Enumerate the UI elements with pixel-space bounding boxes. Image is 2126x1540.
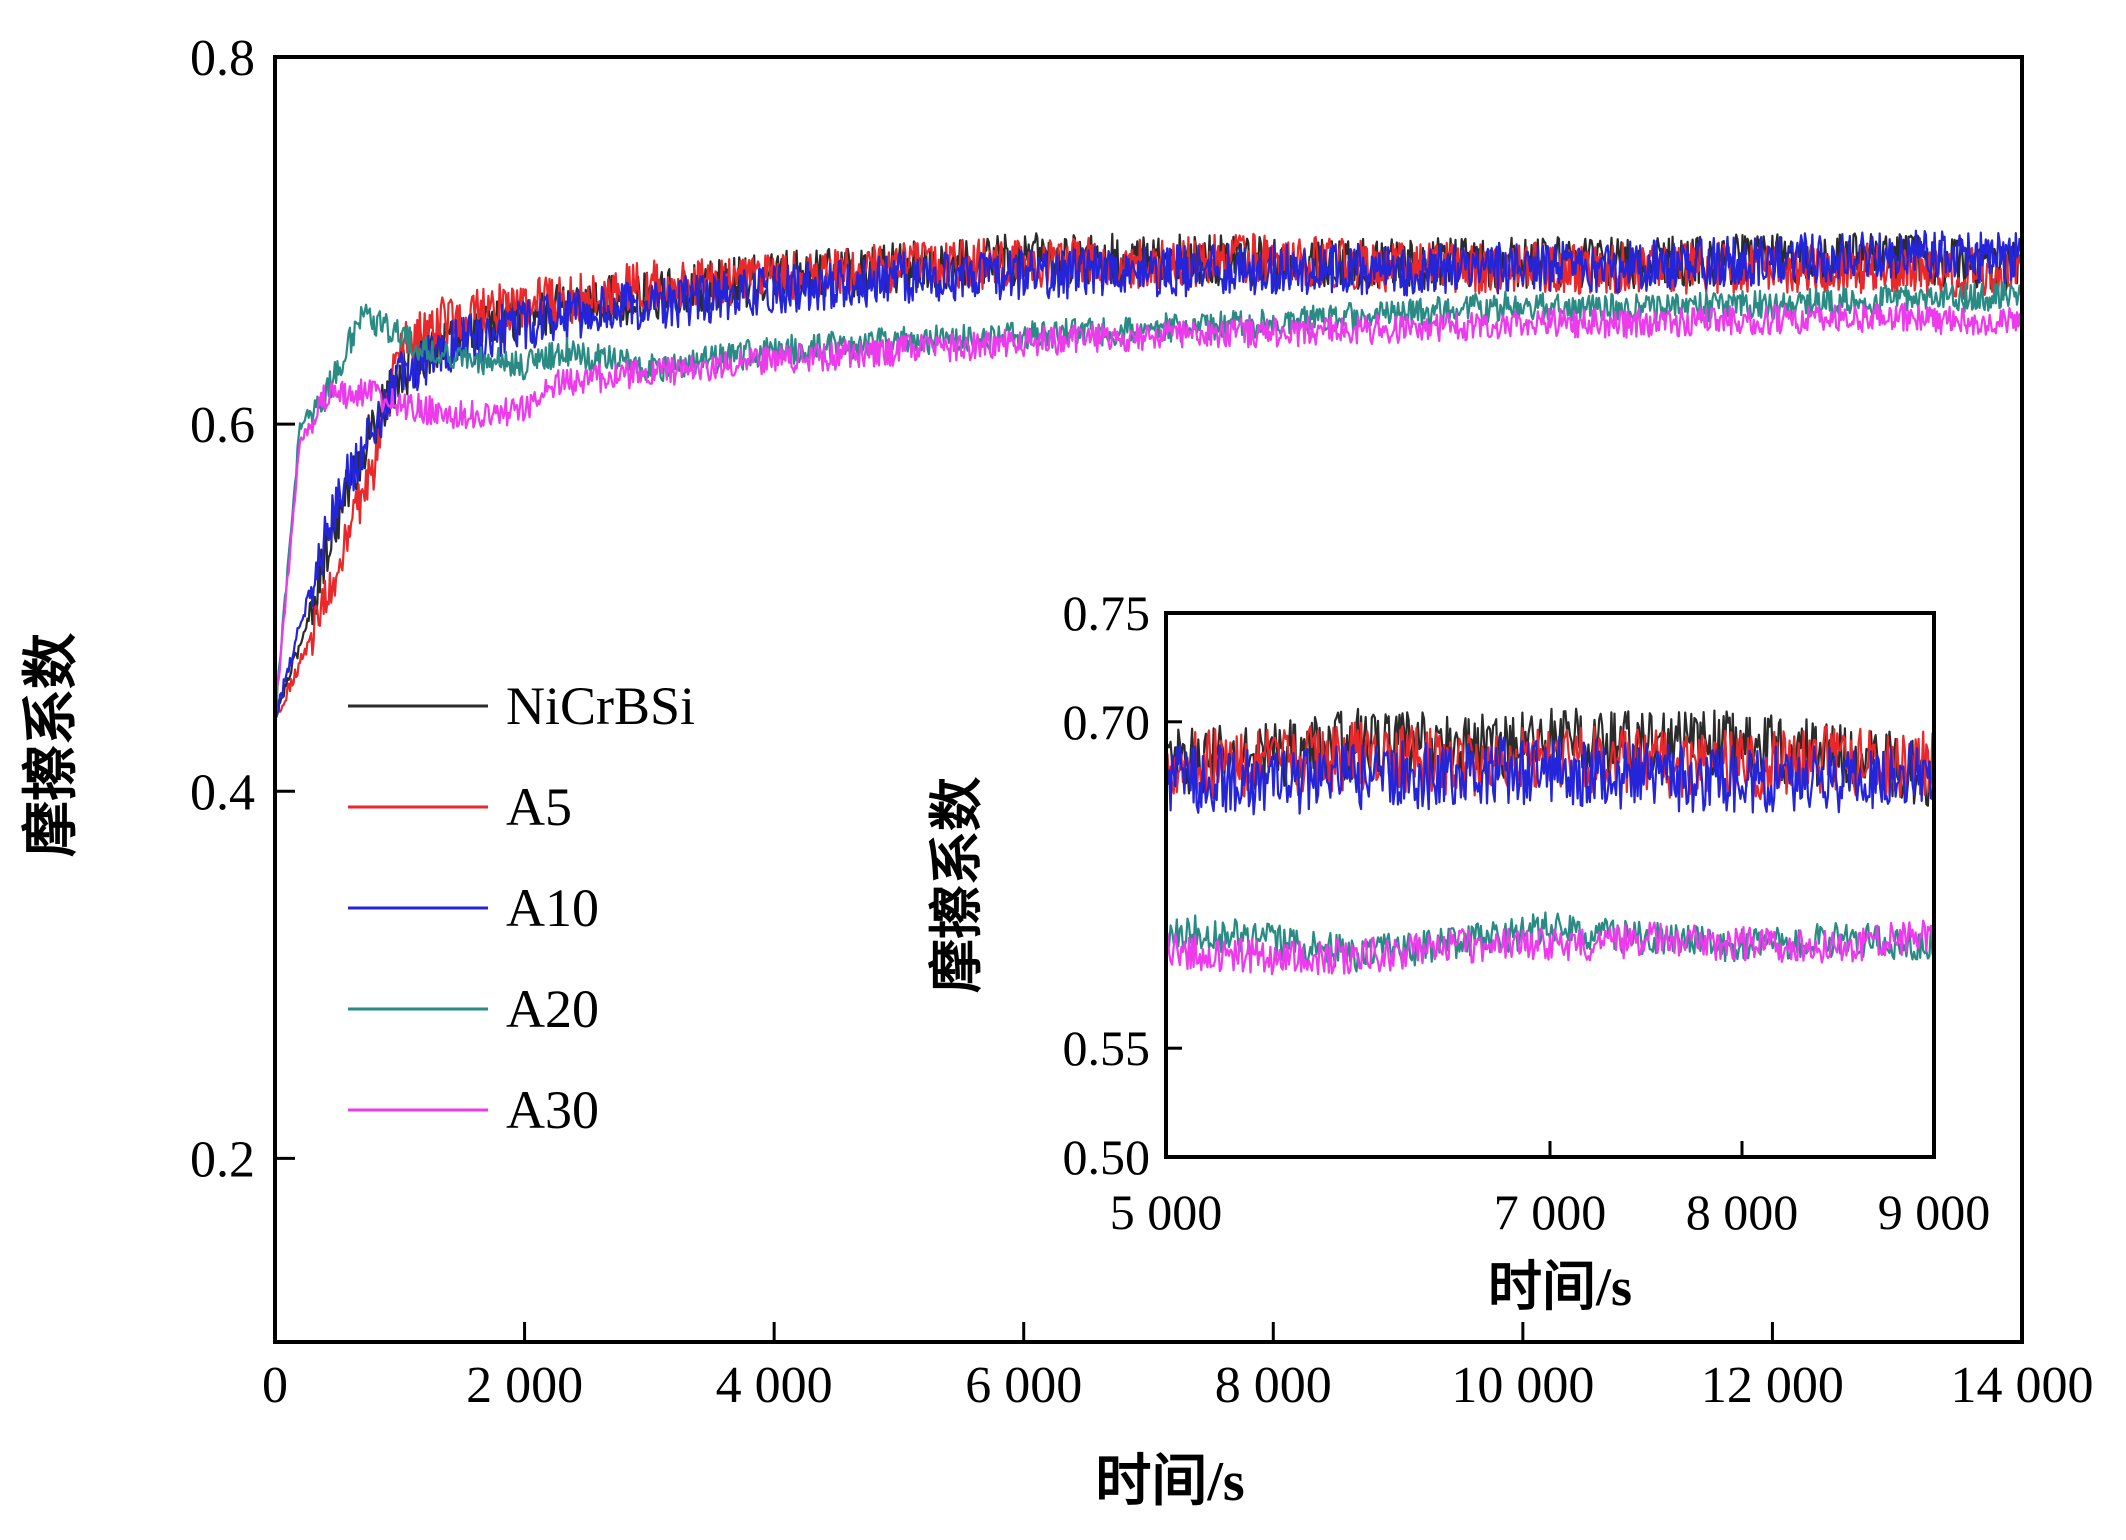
inset-chart: 5 000 7 000 8 000 9 000 0.50 0.55 0.70 0.75 时间/s… bbox=[927, 585, 1990, 1317]
main-x-tick-label: 12 000 bbox=[1701, 1357, 1844, 1414]
legend-label-a10: A10 bbox=[506, 878, 599, 938]
inset-series-line-nicrbsi bbox=[1164, 707, 1936, 807]
main-x-axis-title: 时间/s bbox=[1095, 1451, 1244, 1513]
inset-series-line-a30 bbox=[1164, 919, 1936, 976]
main-x-tick-label: 4 000 bbox=[716, 1357, 833, 1414]
main-x-tick-label: 10 000 bbox=[1451, 1357, 1594, 1414]
main-plot-frame bbox=[273, 55, 2024, 1344]
inset-x-tick-label: 9 000 bbox=[1878, 1184, 1991, 1240]
main-y-axis-title: 摩擦系数 bbox=[21, 633, 83, 857]
main-x-tick-label: 2 000 bbox=[466, 1357, 583, 1414]
inset-plot-background bbox=[1166, 613, 1934, 1157]
main-y-tick-label: 0.2 bbox=[190, 1131, 255, 1188]
inset-y-tick-label: 0.75 bbox=[1063, 585, 1151, 641]
main-y-tick-label: 0.6 bbox=[190, 397, 255, 454]
inset-x-tick-label: 5 000 bbox=[1110, 1184, 1223, 1240]
main-x-tick-label: 14 000 bbox=[1951, 1357, 2094, 1414]
inset-x-axis-title: 时间/s bbox=[1488, 1257, 1632, 1317]
inset-series-line-a10 bbox=[1164, 735, 1936, 816]
main-x-tick-label: 8 000 bbox=[1215, 1357, 1332, 1414]
inset-y-tick-label: 0.55 bbox=[1063, 1020, 1151, 1076]
legend-label-a20: A20 bbox=[506, 979, 599, 1039]
inset-y-axis-title: 摩擦系数 bbox=[927, 777, 987, 993]
inset-x-tick-label: 7 000 bbox=[1494, 1184, 1607, 1240]
inset-x-tick-label: 8 000 bbox=[1686, 1184, 1799, 1240]
main-x-tick-label: 6 000 bbox=[965, 1357, 1082, 1414]
legend-label-a5: A5 bbox=[506, 777, 572, 837]
inset-y-tick-label: 0.50 bbox=[1063, 1129, 1151, 1185]
inset-y-tick-label: 0.70 bbox=[1063, 694, 1151, 750]
legend-label-a30: A30 bbox=[506, 1080, 599, 1140]
main-series-line-a30 bbox=[273, 302, 2024, 714]
main-series-line-a20 bbox=[273, 281, 2024, 715]
main-y-tick-label: 0.8 bbox=[190, 30, 255, 87]
main-x-tick-label: 0 bbox=[262, 1357, 288, 1414]
main-series-line-a10 bbox=[274, 229, 2024, 719]
main-y-tick-label: 0.4 bbox=[190, 764, 255, 821]
legend-label-nicrbsi: NiCrBSi bbox=[506, 676, 695, 736]
